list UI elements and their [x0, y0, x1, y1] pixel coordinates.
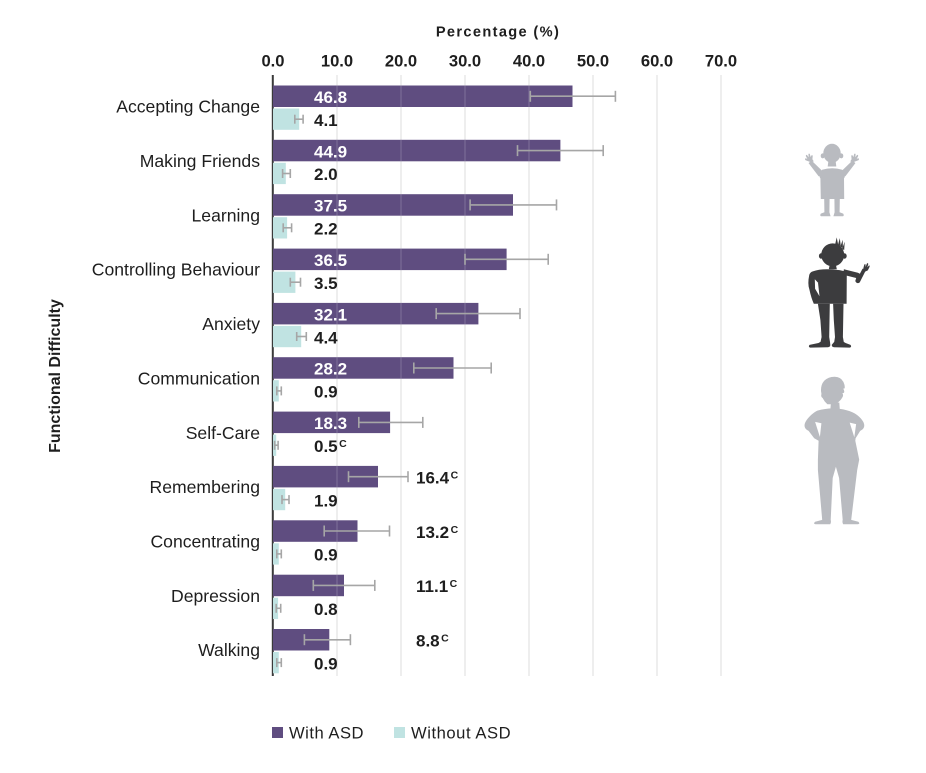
svg-text:0.9: 0.9 — [314, 654, 338, 673]
svg-text:Communication: Communication — [138, 368, 260, 388]
svg-text:Accepting Change: Accepting Change — [116, 97, 260, 117]
svg-text:Making Friends: Making Friends — [140, 151, 260, 171]
svg-text:Walking: Walking — [198, 640, 260, 660]
svg-text:0.9: 0.9 — [314, 383, 338, 402]
svg-text:18.3: 18.3 — [314, 414, 347, 433]
svg-text:Controlling Behaviour: Controlling Behaviour — [92, 260, 260, 280]
svg-text:With ASD: With ASD — [289, 724, 364, 743]
svg-text:4.1: 4.1 — [314, 111, 338, 130]
svg-text:Percentage (%): Percentage (%) — [436, 25, 560, 41]
svg-text:Learning: Learning — [192, 205, 260, 225]
svg-text:20.0: 20.0 — [385, 52, 417, 71]
svg-text:37.5: 37.5 — [314, 197, 347, 216]
svg-text:44.9: 44.9 — [314, 142, 347, 161]
svg-text:30.0: 30.0 — [449, 52, 481, 71]
svg-text:0.9: 0.9 — [314, 546, 338, 565]
svg-text:1.9: 1.9 — [314, 491, 338, 510]
svg-text:46.8: 46.8 — [314, 88, 347, 107]
svg-text:2.2: 2.2 — [314, 220, 338, 239]
svg-text:28.2: 28.2 — [314, 360, 347, 379]
svg-text:10.0: 10.0 — [321, 52, 353, 71]
svg-text:13.2C: 13.2 C — [416, 523, 459, 542]
svg-text:Without ASD: Without ASD — [411, 724, 511, 743]
svg-text:60.0: 60.0 — [641, 52, 673, 71]
svg-text:Functional Difficulty: Functional Difficulty — [47, 299, 64, 453]
svg-text:32.1: 32.1 — [314, 305, 347, 324]
svg-text:3.5: 3.5 — [314, 274, 338, 293]
svg-text:Self-Care: Self-Care — [186, 423, 260, 443]
svg-text:16.4C: 16.4 C — [416, 468, 459, 487]
svg-text:Depression: Depression — [171, 586, 260, 606]
svg-text:0.0: 0.0 — [261, 52, 284, 71]
svg-text:Anxiety: Anxiety — [202, 314, 260, 334]
svg-text:Remembering: Remembering — [150, 477, 261, 497]
svg-text:11.1C: 11.1 C — [416, 577, 458, 596]
svg-text:2.0: 2.0 — [314, 165, 338, 184]
svg-text:50.0: 50.0 — [577, 52, 609, 71]
svg-text:36.5: 36.5 — [314, 251, 347, 270]
svg-text:Concentrating: Concentrating — [150, 531, 260, 551]
svg-text:0.8: 0.8 — [314, 600, 338, 619]
svg-text:4.4: 4.4 — [314, 328, 338, 347]
svg-text:40.0: 40.0 — [513, 52, 545, 71]
svg-text:70.0: 70.0 — [705, 52, 737, 71]
